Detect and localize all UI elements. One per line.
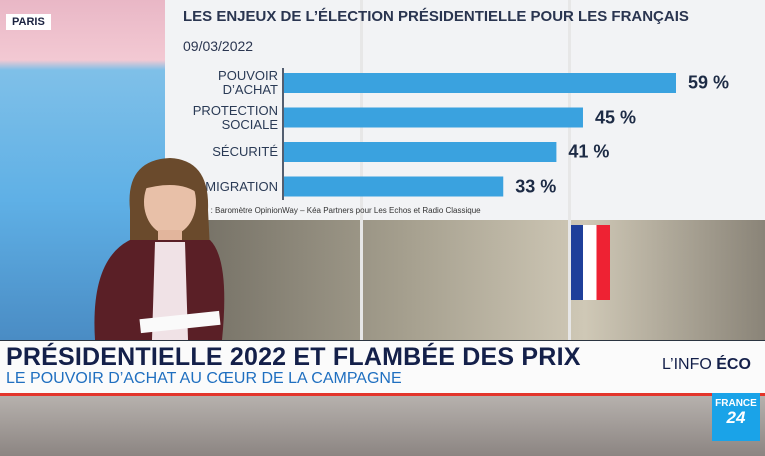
bar bbox=[284, 176, 504, 197]
panel-divider bbox=[568, 0, 571, 340]
studio-floor bbox=[0, 392, 765, 456]
red-rule bbox=[0, 393, 765, 396]
segment-bold: ÉCO bbox=[716, 356, 751, 373]
value-label: 45 % bbox=[594, 107, 636, 127]
bar bbox=[284, 73, 676, 93]
category-label: SÉCURITÉ bbox=[212, 144, 278, 159]
channel-logo: FRANCE 24 bbox=[712, 393, 760, 441]
presenter bbox=[94, 158, 225, 340]
bar bbox=[284, 142, 557, 162]
headline: PRÉSIDENTIELLE 2022 ET FLAMBÉE DES PRIX bbox=[6, 343, 581, 371]
value-label: 33 % bbox=[515, 176, 557, 196]
value-label: 41 % bbox=[568, 141, 610, 162]
logo-line1: FRANCE bbox=[715, 398, 757, 409]
chart-title: LES ENJEUX DE L’ÉLECTION PRÉSIDENTIELLE … bbox=[183, 8, 689, 25]
segment-tag: L’INFO ÉCO bbox=[662, 356, 751, 374]
chart-source: Source : Baromètre OpinionWay – Kéa Part… bbox=[183, 206, 481, 215]
bar-chart bbox=[282, 68, 676, 200]
segment: L’INFO bbox=[662, 356, 712, 373]
logo-line2: 24 bbox=[726, 408, 746, 427]
location-tag: PARIS bbox=[6, 14, 51, 30]
studio-backdrop bbox=[165, 220, 765, 340]
flag bbox=[570, 225, 610, 300]
bar bbox=[284, 107, 583, 128]
chart-subtitle: 09/03/2022 bbox=[183, 38, 254, 54]
category-label: IMMIGRATION bbox=[190, 178, 278, 194]
category-label: PROTECTION SOCIALE bbox=[192, 102, 278, 132]
category-label: POUVOIR D’ACHAT bbox=[218, 68, 278, 97]
value-label: 59 % bbox=[688, 72, 730, 93]
lower-third bbox=[0, 341, 765, 393]
subheadline: LE POUVOIR D’ACHAT AU CŒUR DE LA CAMPAGN… bbox=[6, 370, 402, 387]
panel-divider bbox=[360, 0, 363, 340]
